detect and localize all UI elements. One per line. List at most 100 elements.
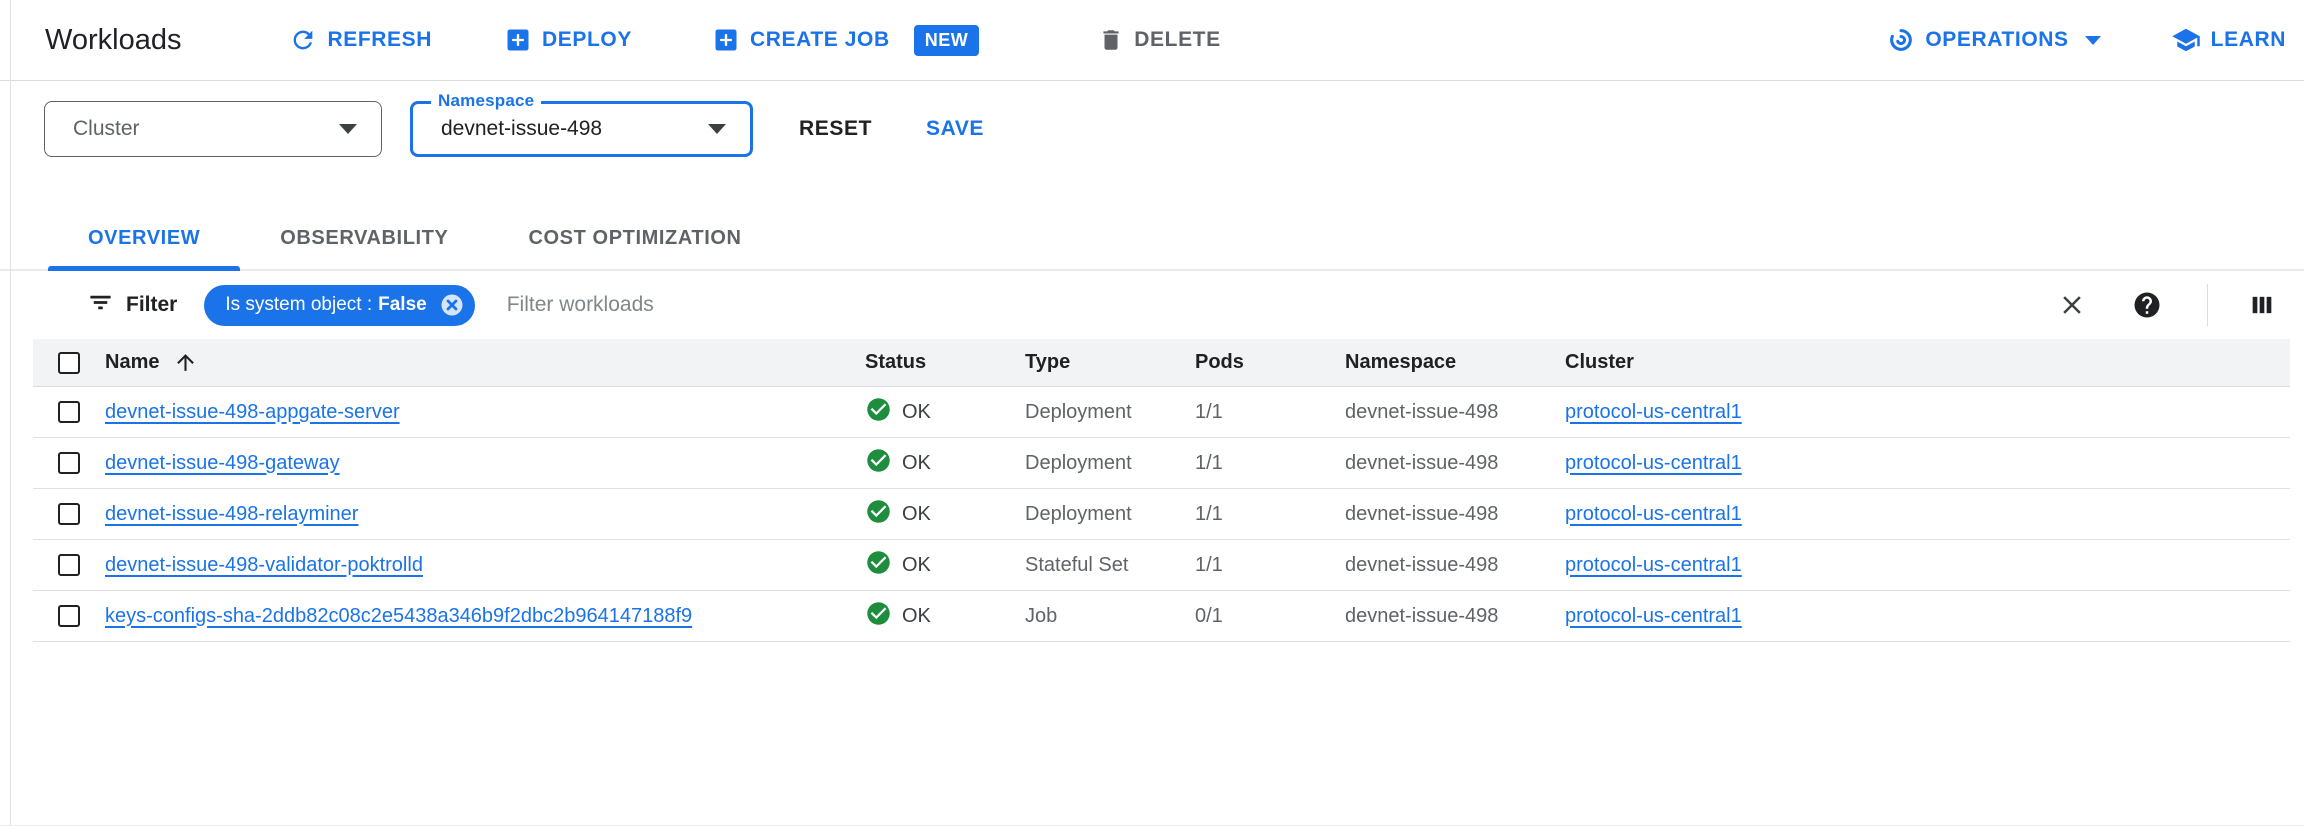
- table-row: devnet-issue-498-appgate-server OK Deplo…: [33, 387, 2290, 438]
- new-badge: NEW: [913, 24, 980, 56]
- status-text: OK: [902, 400, 931, 423]
- select-all-checkbox[interactable]: [58, 351, 80, 374]
- cluster-link[interactable]: protocol-us-central1: [1565, 604, 1742, 627]
- chevron-down-icon: [339, 123, 357, 134]
- trash-icon: [1098, 27, 1124, 53]
- row-checkbox[interactable]: [58, 401, 80, 423]
- toolbar-right-group: OPERATIONS LEARN: [1887, 25, 2304, 55]
- save-button[interactable]: SAVE: [926, 116, 985, 140]
- status-text: OK: [902, 553, 931, 576]
- filter-chip-value: False: [378, 294, 427, 315]
- workload-namespace: devnet-issue-498: [1345, 604, 1499, 627]
- tab-cost-optimization[interactable]: COST OPTIMIZATION: [528, 226, 742, 249]
- workload-name-link[interactable]: devnet-issue-498-gateway: [105, 451, 340, 474]
- filter-workloads-input[interactable]: [504, 292, 2057, 318]
- page-title: Workloads: [45, 23, 182, 56]
- status-ok-icon: [865, 447, 892, 480]
- top-toolbar: Workloads REFRESH DEPLOY CREATE JOB NEW …: [0, 0, 2304, 81]
- workload-type: Deployment: [1025, 451, 1132, 474]
- table-row: devnet-issue-498-gateway OK Deployment 1…: [33, 438, 2290, 489]
- delete-button[interactable]: DELETE: [1098, 27, 1220, 53]
- cluster-select-placeholder: Cluster: [73, 116, 140, 140]
- scope-selector-row: Cluster Namespace devnet-issue-498 RESET…: [0, 81, 2304, 176]
- create-job-button[interactable]: CREATE JOB NEW: [712, 24, 980, 56]
- filter-bar: Filter Is system object : False: [0, 271, 2304, 339]
- status-text: OK: [902, 502, 931, 525]
- cluster-link[interactable]: protocol-us-central1: [1565, 553, 1742, 576]
- cluster-link[interactable]: protocol-us-central1: [1565, 502, 1742, 525]
- tab-bar: OVERVIEW OBSERVABILITY COST OPTIMIZATION: [0, 207, 2304, 271]
- column-display-icon[interactable]: [2248, 291, 2276, 319]
- workload-namespace: devnet-issue-498: [1345, 502, 1499, 525]
- workload-name-link[interactable]: devnet-issue-498-validator-poktrolld: [105, 553, 423, 576]
- namespace-select-label: Namespace: [431, 90, 542, 111]
- operations-icon: [1887, 26, 1915, 54]
- status-text: OK: [902, 604, 931, 627]
- namespace-select-value: devnet-issue-498: [441, 116, 603, 140]
- refresh-button[interactable]: REFRESH: [289, 26, 432, 54]
- workload-type: Deployment: [1025, 400, 1132, 423]
- add-box-icon: [712, 26, 740, 54]
- row-checkbox[interactable]: [58, 503, 80, 525]
- filter-list-icon: [87, 289, 114, 322]
- status-ok-icon: [865, 549, 892, 582]
- row-checkbox[interactable]: [58, 605, 80, 627]
- column-header-pods: Pods: [1195, 351, 1244, 373]
- divider: [2207, 284, 2208, 326]
- column-header-name: Name: [105, 351, 160, 373]
- workload-name-link[interactable]: keys-configs-sha-2ddb82c08c2e5438a346b9f…: [105, 604, 693, 627]
- refresh-icon: [289, 26, 317, 54]
- row-checkbox[interactable]: [58, 554, 80, 576]
- cluster-select[interactable]: Cluster: [44, 100, 382, 157]
- tab-observability[interactable]: OBSERVABILITY: [280, 226, 449, 249]
- status-text: OK: [902, 451, 931, 474]
- column-header-status: Status: [865, 351, 927, 373]
- learn-icon: [2171, 25, 2201, 55]
- workload-namespace: devnet-issue-498: [1345, 400, 1499, 423]
- workload-pods: 1/1: [1195, 451, 1223, 474]
- operations-button[interactable]: OPERATIONS: [1887, 26, 2101, 54]
- table-row: keys-configs-sha-2ddb82c08c2e5438a346b9f…: [33, 591, 2290, 642]
- workload-namespace: devnet-issue-498: [1345, 451, 1499, 474]
- workload-pods: 1/1: [1195, 553, 1223, 576]
- table-header-row: Name Status Type Pods Namespace Cluster: [33, 339, 2290, 387]
- filter-chip-is-system-object[interactable]: Is system object : False: [204, 284, 475, 326]
- status-ok-icon: [865, 600, 892, 633]
- column-header-type: Type: [1025, 351, 1071, 373]
- workload-type: Deployment: [1025, 502, 1132, 525]
- table-row: devnet-issue-498-relayminer OK Deploymen…: [33, 489, 2290, 540]
- workloads-table: Name Status Type Pods Namespace Cluster …: [33, 339, 2290, 642]
- add-box-icon: [504, 26, 532, 54]
- sort-ascending-icon[interactable]: [173, 350, 198, 375]
- learn-button[interactable]: LEARN: [2171, 25, 2286, 55]
- filter-bar-actions: [2057, 284, 2304, 326]
- namespace-select[interactable]: Namespace devnet-issue-498: [410, 90, 753, 157]
- workload-namespace: devnet-issue-498: [1345, 553, 1499, 576]
- status-ok-icon: [865, 498, 892, 531]
- chevron-down-icon: [708, 123, 726, 134]
- tab-overview[interactable]: OVERVIEW: [48, 207, 241, 271]
- clear-filters-icon[interactable]: [2057, 290, 2087, 320]
- workload-name-link[interactable]: devnet-issue-498-appgate-server: [105, 400, 400, 423]
- row-checkbox[interactable]: [58, 452, 80, 474]
- workload-pods: 0/1: [1195, 604, 1223, 627]
- workload-pods: 1/1: [1195, 400, 1223, 423]
- chip-remove-icon[interactable]: [438, 291, 466, 319]
- workload-type: Job: [1025, 604, 1058, 627]
- status-ok-icon: [865, 396, 892, 429]
- chevron-down-icon: [2084, 35, 2101, 45]
- deploy-button[interactable]: DEPLOY: [504, 26, 632, 54]
- filter-menu-button[interactable]: Filter: [87, 289, 177, 322]
- cluster-link[interactable]: protocol-us-central1: [1565, 451, 1742, 474]
- workload-pods: 1/1: [1195, 502, 1223, 525]
- cluster-link[interactable]: protocol-us-central1: [1565, 400, 1742, 423]
- filter-label: Filter: [126, 293, 178, 316]
- help-icon[interactable]: [2132, 290, 2162, 320]
- table-row: devnet-issue-498-validator-poktrolld OK …: [33, 540, 2290, 591]
- reset-button[interactable]: RESET: [799, 116, 873, 140]
- column-header-namespace: Namespace: [1345, 351, 1457, 373]
- workload-name-link[interactable]: devnet-issue-498-relayminer: [105, 502, 359, 525]
- column-header-cluster: Cluster: [1565, 351, 1634, 373]
- workload-type: Stateful Set: [1025, 553, 1129, 576]
